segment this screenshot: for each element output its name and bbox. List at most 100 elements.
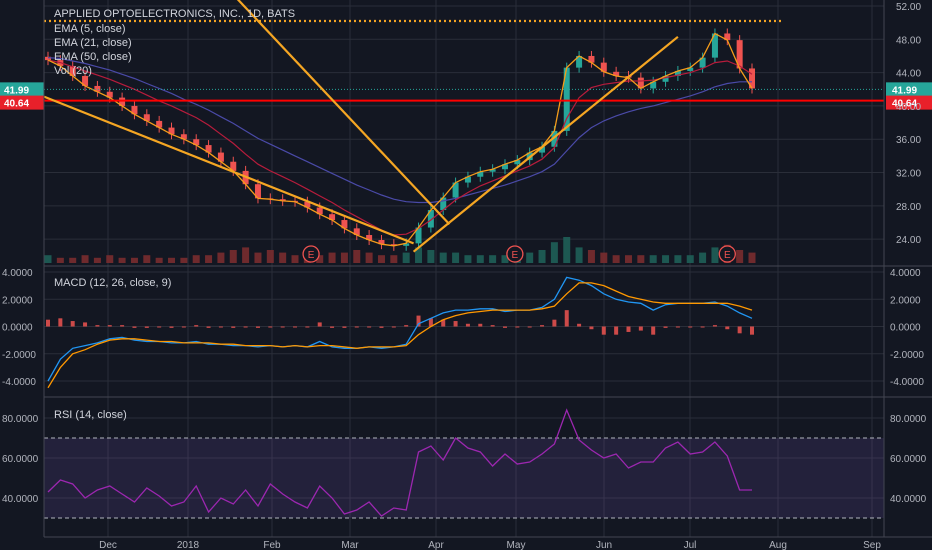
volume-bar[interactable]: [266, 250, 274, 263]
candle[interactable]: [329, 214, 336, 221]
macd-histogram-bar[interactable]: [293, 326, 298, 328]
macd-histogram-bar[interactable]: [70, 321, 75, 327]
macd-histogram-bar[interactable]: [712, 325, 717, 327]
macd-histogram-bar[interactable]: [663, 326, 668, 328]
macd-histogram-bar[interactable]: [194, 325, 199, 327]
volume-bar[interactable]: [229, 250, 237, 263]
volume-bar[interactable]: [353, 250, 361, 263]
volume-bar[interactable]: [118, 257, 126, 263]
candle[interactable]: [304, 201, 311, 208]
macd-histogram-bar[interactable]: [305, 326, 310, 328]
volume-bar[interactable]: [587, 250, 595, 263]
volume-bar[interactable]: [316, 255, 324, 263]
macd-histogram-bar[interactable]: [342, 326, 347, 328]
volume-bar[interactable]: [205, 255, 213, 263]
rsi-panel[interactable]: [44, 408, 884, 519]
volume-bar[interactable]: [192, 255, 200, 263]
volume-bar[interactable]: [538, 250, 546, 263]
macd-histogram-bar[interactable]: [700, 326, 705, 328]
macd-histogram-bar[interactable]: [441, 319, 446, 327]
trendline-falling-support[interactable]: [43, 95, 414, 245]
volume-bar[interactable]: [427, 250, 435, 263]
candle[interactable]: [514, 160, 521, 165]
earnings-marker[interactable]: [302, 245, 320, 263]
candle[interactable]: [749, 68, 755, 89]
volume-bar[interactable]: [612, 255, 620, 263]
candle[interactable]: [551, 130, 558, 147]
candle[interactable]: [366, 235, 373, 241]
macd-histogram-bar[interactable]: [330, 326, 335, 328]
candle[interactable]: [440, 197, 447, 211]
volume-bar[interactable]: [464, 255, 472, 263]
macd-histogram-bar[interactable]: [675, 326, 680, 328]
volume-bar[interactable]: [674, 255, 682, 263]
candle[interactable]: [82, 75, 89, 86]
volume-bar[interactable]: [662, 255, 670, 263]
candle[interactable]: [674, 70, 681, 76]
candle[interactable]: [613, 71, 620, 76]
macd-histogram-bar[interactable]: [416, 315, 421, 327]
volume-bar[interactable]: [81, 255, 89, 263]
volume-bar[interactable]: [279, 252, 287, 263]
candle[interactable]: [576, 55, 583, 68]
macd-panel[interactable]: [46, 276, 754, 389]
candle[interactable]: [390, 244, 397, 246]
volume-bar[interactable]: [736, 250, 744, 263]
trendline-rising-support[interactable]: [412, 221, 451, 253]
candle[interactable]: [452, 182, 459, 198]
volume-bar[interactable]: [106, 255, 114, 263]
candle[interactable]: [736, 40, 743, 69]
macd-histogram-bar[interactable]: [268, 326, 273, 328]
candle[interactable]: [193, 139, 200, 146]
macd-histogram-bar[interactable]: [614, 326, 619, 335]
candle[interactable]: [403, 243, 410, 246]
candle[interactable]: [427, 210, 434, 228]
trendline-rising-support-2[interactable]: [448, 35, 679, 224]
candle[interactable]: [254, 184, 261, 199]
macd-histogram-bar[interactable]: [120, 325, 125, 327]
candle[interactable]: [341, 220, 348, 229]
earnings-marker[interactable]: [718, 245, 736, 263]
ema50-line[interactable]: [47, 57, 752, 204]
volume-bar[interactable]: [563, 237, 571, 263]
candle[interactable]: [650, 81, 657, 89]
macd-histogram-bar[interactable]: [725, 326, 730, 330]
candle[interactable]: [477, 171, 484, 177]
volume-bar[interactable]: [365, 252, 373, 263]
volume-bar[interactable]: [402, 252, 410, 263]
candle[interactable]: [131, 105, 138, 115]
volume-bar[interactable]: [575, 247, 583, 263]
macd-histogram-bar[interactable]: [638, 326, 643, 331]
macd-histogram-bar[interactable]: [391, 326, 396, 328]
macd-histogram-bar[interactable]: [58, 318, 63, 327]
macd-histogram-bar[interactable]: [478, 323, 483, 327]
macd-histogram-bar[interactable]: [144, 326, 149, 328]
volume-bar[interactable]: [452, 252, 460, 263]
macd-histogram-bar[interactable]: [367, 326, 372, 328]
candle[interactable]: [539, 146, 546, 153]
volume-bar[interactable]: [699, 252, 707, 263]
macd-histogram-bar[interactable]: [255, 326, 260, 328]
volume-bar[interactable]: [44, 255, 52, 263]
candle[interactable]: [711, 33, 718, 58]
candle[interactable]: [501, 164, 508, 170]
candle[interactable]: [662, 75, 669, 82]
signal-line[interactable]: [47, 282, 753, 389]
candle[interactable]: [45, 56, 51, 61]
macd-histogram-bar[interactable]: [206, 326, 211, 328]
candle[interactable]: [687, 67, 694, 71]
candle[interactable]: [217, 152, 224, 162]
candle[interactable]: [489, 169, 496, 172]
candle[interactable]: [119, 97, 126, 106]
macd-histogram-bar[interactable]: [218, 326, 223, 328]
candle[interactable]: [637, 77, 644, 89]
candle[interactable]: [94, 85, 101, 92]
volume-bar[interactable]: [550, 242, 558, 263]
volume-bar[interactable]: [93, 257, 101, 263]
volume-bar[interactable]: [390, 255, 398, 263]
volume-bar[interactable]: [377, 255, 385, 263]
candle[interactable]: [69, 65, 76, 76]
volume-bar[interactable]: [600, 252, 608, 263]
volume-bar[interactable]: [501, 255, 509, 263]
